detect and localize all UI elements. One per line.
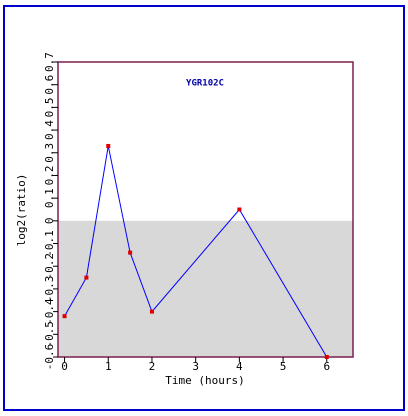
x-tick-label: 5 (280, 360, 287, 373)
y-tick-label: -0.5 (43, 321, 56, 348)
x-tick-label: 1 (105, 360, 112, 373)
data-point (62, 314, 67, 319)
y-axis-label: log2(ratio) (15, 174, 28, 247)
data-point (106, 143, 111, 148)
x-tick-label: 3 (192, 360, 199, 373)
negative-region (58, 220, 353, 357)
y-tick-label: 0.4 (43, 120, 56, 140)
y-tick-label: 0.2 (43, 166, 56, 186)
y-tick-label: 0.1 (43, 188, 56, 208)
x-tick-label: 4 (236, 360, 243, 373)
y-tick-label: -0.4 (43, 298, 56, 325)
data-point (237, 207, 242, 212)
data-point (128, 250, 133, 255)
plot (58, 220, 353, 357)
chart-title: YGR102C (186, 79, 224, 89)
data-point (149, 309, 154, 314)
plot-frame (57, 61, 354, 358)
y-tick-label: -0.1 (43, 230, 56, 256)
y-tick-label: 0.7 (43, 52, 56, 72)
y-tick-label: -0.6 (43, 344, 56, 371)
y-tick-label: 0.3 (43, 143, 56, 163)
y-tick-label: 0.6 (43, 75, 56, 95)
y-tick-label: -0.2 (43, 253, 56, 280)
x-tick-label: 0 (61, 360, 68, 373)
x-tick-label: 2 (149, 360, 156, 373)
data-point (324, 355, 329, 359)
x-axis-label: Time (hours) (165, 374, 244, 387)
y-tick-label: -0.3 (43, 276, 56, 303)
y-tick-label: 0 (43, 218, 56, 225)
y-tick-label: 0.5 (43, 97, 56, 117)
data-point (84, 275, 89, 280)
x-tick-label: 6 (323, 360, 330, 373)
